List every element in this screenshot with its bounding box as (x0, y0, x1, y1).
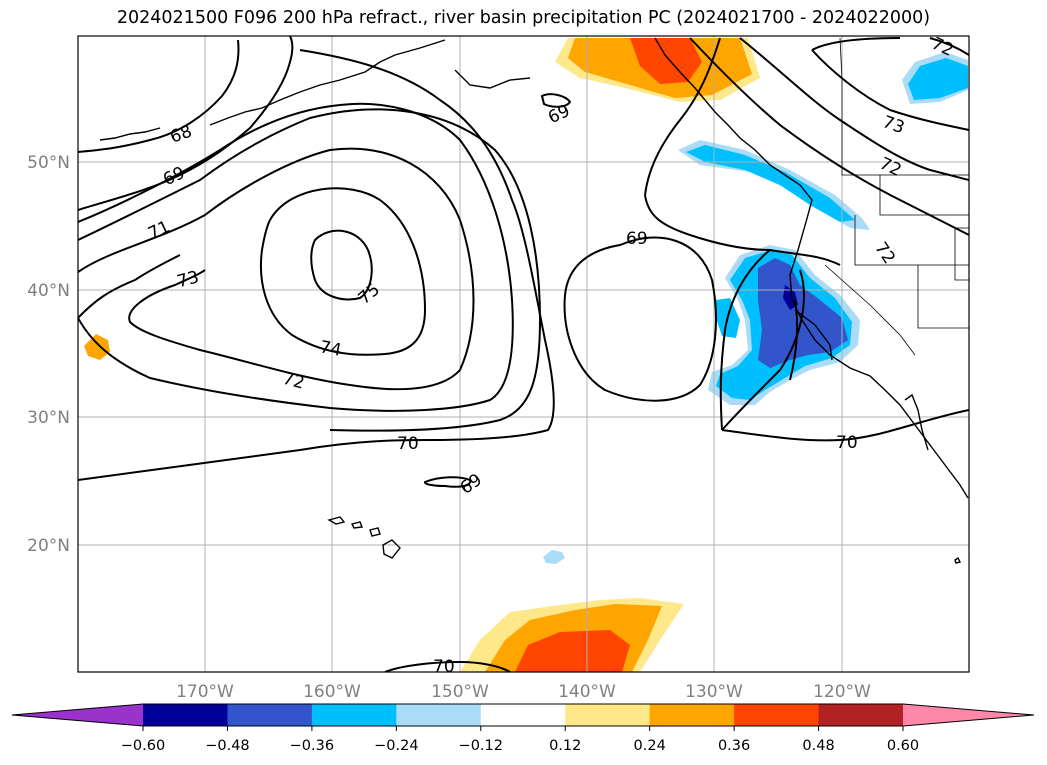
contour-label: 70 (836, 433, 858, 453)
colorbar-bin (396, 704, 482, 726)
refractivity-contours (78, 36, 969, 672)
colorbar-under-triangle (12, 704, 143, 726)
lon-label: 150°W (431, 682, 489, 702)
colorbar-bin (311, 704, 397, 726)
contour-label: 73 (880, 112, 907, 138)
contour-label: 75 (355, 280, 384, 309)
colorbar-bin (480, 704, 566, 726)
colorbar-bin (649, 704, 735, 726)
contour-label: 70 (397, 434, 419, 454)
contour-label: 69 (160, 163, 188, 190)
lat-label: 30°N (27, 408, 70, 428)
lon-label: 140°W (558, 682, 616, 702)
colorbar-tick-label: −0.12 (459, 738, 503, 754)
precipitation-shading (84, 38, 968, 672)
colorbar-tick-label: 0.12 (549, 738, 581, 754)
latitude-labels: 50°N 40°N 30°N 20°N (27, 153, 70, 556)
lat-label: 20°N (27, 536, 70, 556)
contour-label: 69 (457, 470, 486, 499)
lon-label: 120°W (813, 682, 871, 702)
colorbar-bin (818, 704, 904, 726)
contour-label: 69 (626, 229, 648, 249)
coastlines (99, 37, 969, 564)
map-frame (77, 35, 970, 673)
colorbar-tick-label: 0.48 (802, 738, 834, 754)
lon-label: 160°W (303, 682, 361, 702)
contour-label: 70 (433, 657, 455, 677)
colorbar-bin (143, 704, 228, 726)
contour-label: 68 (168, 122, 195, 148)
lat-label: 40°N (27, 281, 70, 301)
colorbar-bin (565, 704, 651, 726)
political-borders (824, 37, 969, 356)
map-title: 2024021500 F096 200 hPa refract., river … (116, 8, 931, 28)
colorbar-tick-label: 0.24 (634, 738, 666, 754)
colorbar-bin (734, 704, 820, 726)
colorbar-tick-label: −0.36 (290, 738, 334, 754)
lat-label: 50°N (27, 153, 70, 173)
colorbar: −0.60 −0.48 −0.36 −0.24 −0.12 0.12 0.24 0.36 0.4… (11, 703, 1035, 754)
colorbar-tick-label: −0.60 (121, 738, 165, 754)
lon-label: 130°W (685, 682, 743, 702)
colorbar-tick-label: 0.36 (718, 738, 750, 754)
contour-label: 74 (318, 337, 343, 360)
contour-label: 72 (280, 369, 306, 394)
longitude-labels: 170°W 160°W 150°W 140°W 130°W 120°W (176, 682, 871, 702)
colorbar-bin (227, 704, 313, 726)
colorbar-over-triangle (903, 704, 1034, 726)
colorbar-tick-label: −0.24 (374, 738, 418, 754)
contour-label: 73 (175, 267, 201, 292)
colorbar-tick-label: −0.48 (205, 738, 249, 754)
lon-label: 170°W (176, 682, 234, 702)
contour-label: 72 (870, 239, 899, 268)
colorbar-tick-label: 0.60 (887, 738, 919, 754)
